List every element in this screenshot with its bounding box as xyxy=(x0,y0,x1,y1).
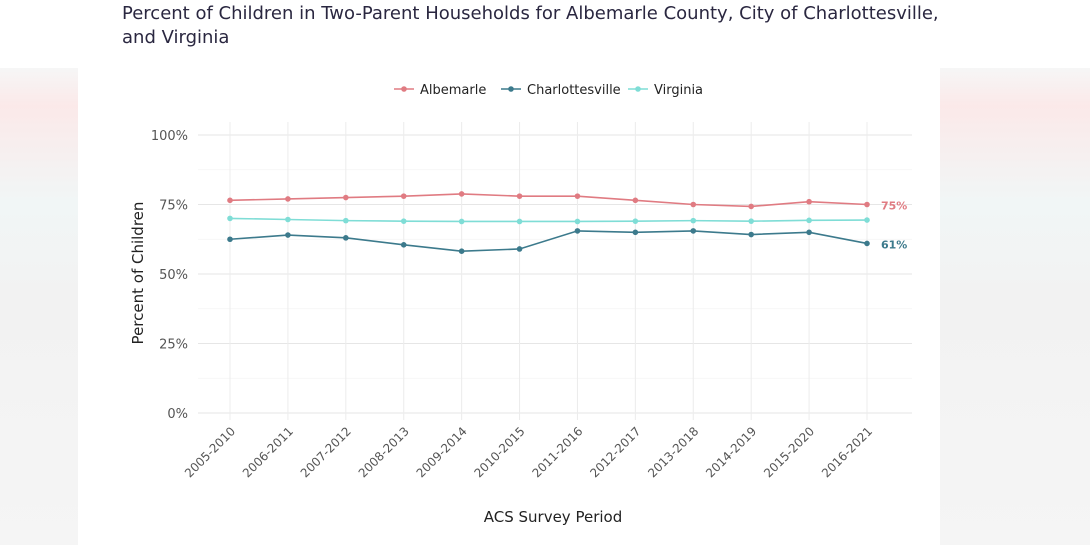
data-point-albemarle xyxy=(632,197,639,204)
data-point-albemarle xyxy=(864,201,870,208)
data-point-charlottesville xyxy=(748,231,754,238)
chart-title: Percent of Children in Two-Parent Househ… xyxy=(122,3,939,48)
y-tick-label: 0% xyxy=(167,407,188,422)
data-point-virginia xyxy=(690,217,697,224)
data-point-virginia xyxy=(806,217,812,224)
data-point-albemarle xyxy=(400,193,407,199)
data-point-virginia xyxy=(343,217,349,224)
data-point-albemarle xyxy=(343,194,349,201)
data-point-virginia xyxy=(227,215,233,222)
data-point-charlottesville xyxy=(632,229,639,236)
x-axis-label: ACS Survey Period xyxy=(484,508,622,526)
data-point-charlottesville xyxy=(864,240,870,247)
end-label-charlottesville: 61% xyxy=(881,238,907,251)
y-tick-label: 100% xyxy=(151,129,188,144)
data-point-charlottesville xyxy=(690,228,697,234)
y-tick-label: 25% xyxy=(159,338,188,353)
y-tick-label: 50% xyxy=(159,268,188,283)
data-point-virginia xyxy=(285,216,291,223)
data-point-virginia xyxy=(516,218,523,225)
legend-label-virginia: Virginia xyxy=(654,83,703,98)
series-group xyxy=(227,191,870,255)
series-line-virginia xyxy=(229,217,868,223)
data-point-virginia xyxy=(632,218,639,224)
data-point-virginia xyxy=(400,218,407,224)
data-point-charlottesville xyxy=(574,228,581,234)
series-line-charlottesville xyxy=(229,230,868,253)
data-point-charlottesville xyxy=(400,242,407,248)
data-point-albemarle xyxy=(748,203,754,210)
y-axis-label: Percent of Children xyxy=(129,202,147,345)
data-point-albemarle xyxy=(806,198,812,205)
data-point-virginia xyxy=(458,218,465,225)
data-point-charlottesville xyxy=(516,246,523,252)
data-point-albemarle xyxy=(458,191,465,197)
data-point-albemarle xyxy=(227,197,233,204)
legend-key-point-virginia xyxy=(635,86,641,92)
grid xyxy=(198,122,912,420)
y-tick-label: 75% xyxy=(159,199,188,214)
data-point-charlottesville xyxy=(458,248,465,255)
series-line-albemarle xyxy=(229,193,868,208)
data-point-virginia xyxy=(864,217,870,223)
data-point-charlottesville xyxy=(806,229,812,236)
end-labels: 75% 61% xyxy=(881,200,907,252)
legend-key-point-albemarle xyxy=(401,86,407,92)
data-point-albemarle xyxy=(690,201,697,208)
data-point-albemarle xyxy=(574,193,581,199)
legend: Albemarle Charlottesville Virginia xyxy=(394,83,703,98)
chart-panel xyxy=(78,68,940,545)
data-point-charlottesville xyxy=(227,236,233,243)
data-point-charlottesville xyxy=(343,235,349,241)
background-blur-left xyxy=(0,68,78,545)
data-point-albemarle xyxy=(285,196,291,202)
data-point-charlottesville xyxy=(285,232,291,238)
data-point-virginia xyxy=(748,218,754,224)
legend-label-charlottesville: Charlottesville xyxy=(527,83,621,98)
legend-label-albemarle: Albemarle xyxy=(420,83,486,98)
end-label-albemarle: 75% xyxy=(881,200,907,213)
y-axis-ticks: 0% 25% 50% 75% 100% xyxy=(151,129,188,422)
legend-key-point-charlottesville xyxy=(508,86,514,92)
background-blur-right xyxy=(940,68,1090,545)
data-point-albemarle xyxy=(516,193,523,199)
data-point-virginia xyxy=(574,218,581,225)
